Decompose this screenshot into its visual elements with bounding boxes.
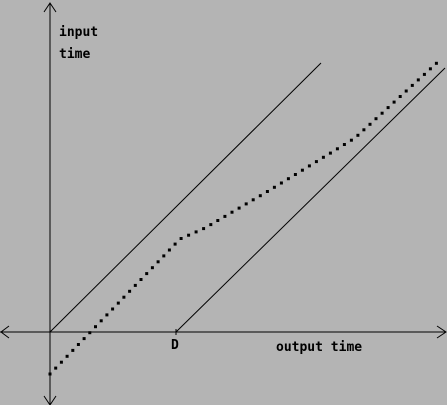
- y-axis-arrow-top: [43, 2, 57, 13]
- curve-dot: [380, 111, 384, 115]
- curve-dot: [179, 237, 183, 240]
- curve-dot: [410, 83, 414, 87]
- x-axis-label: output time: [276, 340, 363, 355]
- curve-dot: [216, 219, 220, 222]
- curve-dot: [167, 248, 171, 252]
- curve-dot: [374, 117, 378, 121]
- curve-dot: [209, 223, 213, 227]
- curve-dot: [314, 160, 318, 164]
- curve-dot: [342, 143, 346, 146]
- curve-dot: [434, 61, 438, 65]
- curve-dot: [386, 106, 390, 110]
- curve-dot: [59, 360, 63, 364]
- curve-dot: [265, 190, 269, 193]
- curve-dot: [237, 206, 241, 210]
- curve-dot: [133, 283, 137, 287]
- curve-dot: [368, 122, 372, 126]
- curve-dot: [94, 325, 97, 329]
- curve-dot: [202, 227, 206, 231]
- curve-dot: [82, 337, 86, 341]
- curve-dot: [286, 177, 290, 181]
- curve-dot: [362, 128, 366, 132]
- curve-dot: [48, 372, 52, 376]
- curve-dot: [293, 173, 297, 176]
- curve-dot: [223, 214, 227, 218]
- curve-dot: [392, 100, 396, 104]
- curve-dot: [307, 164, 311, 168]
- curve-dot: [258, 194, 262, 198]
- curve-dot: [300, 168, 304, 172]
- curve-dot: [156, 260, 160, 264]
- curve-dot: [116, 301, 120, 305]
- curve-dot: [230, 210, 234, 214]
- curve-dot: [88, 331, 92, 335]
- curve-dot: [279, 181, 283, 185]
- x-axis-arrow-right: [436, 325, 447, 339]
- curve-dot: [356, 133, 360, 137]
- curve-dot: [128, 289, 132, 293]
- curve-dot: [328, 151, 332, 155]
- curve-dot: [335, 147, 339, 151]
- curve-dot: [272, 185, 276, 189]
- curve-dot: [349, 138, 353, 142]
- x-axis-arrow-left: [0, 325, 10, 339]
- curve-dot: [398, 95, 402, 98]
- zero-delay-line: [49, 62, 322, 333]
- curve-dot: [145, 272, 149, 276]
- curve-dot: [162, 254, 166, 258]
- actual-timing-curve: [48, 61, 438, 376]
- y-axis-arrow-bottom: [43, 395, 57, 405]
- curve-dot: [71, 348, 75, 352]
- curve-dot: [194, 230, 198, 234]
- curve-dot: [251, 198, 255, 202]
- curve-dot: [404, 89, 408, 93]
- y-axis-label-time: time: [59, 47, 91, 62]
- curve-dot: [139, 278, 143, 281]
- curve-dot: [422, 72, 426, 76]
- curve-dot: [244, 202, 248, 206]
- curve-dot: [173, 242, 177, 246]
- curve-dot: [122, 295, 126, 299]
- delay-tick-label: D: [171, 338, 179, 353]
- curve-dot: [54, 366, 58, 370]
- curve-dot: [111, 307, 115, 311]
- curve-dot: [99, 319, 103, 323]
- max-delay-line: [175, 67, 446, 333]
- y-axis-label-input: input: [59, 25, 99, 40]
- curve-dot: [187, 233, 191, 237]
- curve-dot: [416, 78, 420, 82]
- curve-dot: [76, 343, 80, 346]
- curve-dot: [65, 354, 69, 358]
- curve-dot: [321, 155, 325, 159]
- curve-dot: [428, 67, 432, 71]
- curve-dot: [150, 266, 154, 270]
- curve-dot: [105, 313, 109, 317]
